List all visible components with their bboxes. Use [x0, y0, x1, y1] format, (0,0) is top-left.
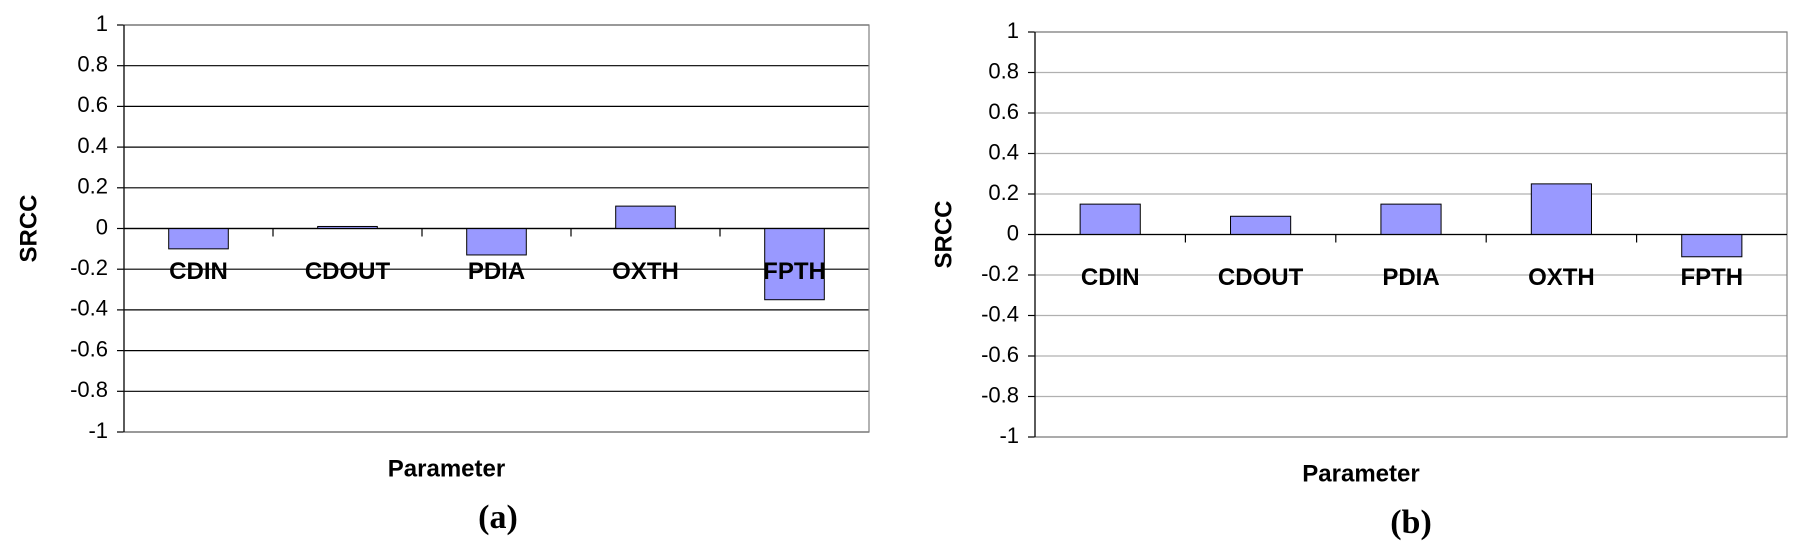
x-tick-label: CDOUT	[1218, 264, 1304, 291]
bar	[615, 205, 676, 230]
y-tick-label: 0.8	[988, 58, 1019, 83]
y-tick-label: -0.2	[70, 255, 108, 280]
x-tick-label: FPTH	[1680, 264, 1743, 291]
y-tick-label: 0.4	[988, 139, 1019, 164]
x-axis-label: Parameter	[388, 455, 505, 482]
y-tick-label: -0.8	[70, 377, 108, 402]
bar	[1380, 203, 1442, 235]
x-tick-label: CDIN	[169, 258, 228, 285]
x-tick-label: OXTH	[1528, 264, 1595, 291]
y-tick-label: 0.8	[77, 52, 108, 77]
y-tick-label: -0.4	[70, 296, 108, 321]
y-tick-label: -0.6	[70, 336, 108, 361]
y-tick-label: 1	[1007, 18, 1019, 43]
y-tick-label: 0.2	[77, 174, 108, 199]
bar	[764, 228, 825, 301]
x-tick-label: PDIA	[468, 258, 525, 285]
x-tick-label: FPTH	[763, 258, 826, 285]
bar	[1530, 183, 1592, 235]
caption: (b)	[1390, 504, 1432, 541]
y-tick-label: -1	[88, 418, 108, 443]
y-tick-label: 0	[1007, 220, 1019, 245]
y-tick-label: 0.2	[988, 180, 1019, 205]
bar	[168, 228, 229, 250]
y-tick-label: -0.2	[981, 261, 1019, 286]
bar	[1230, 215, 1292, 235]
caption: (a)	[478, 499, 518, 536]
x-tick-label: CDIN	[1081, 264, 1140, 291]
bar	[1681, 234, 1743, 258]
y-tick-label: -0.6	[981, 342, 1019, 367]
y-tick-label: 0.4	[77, 133, 108, 158]
y-axis-label: SRCC	[15, 194, 42, 262]
bar	[466, 228, 527, 256]
y-tick-label: 0.6	[77, 92, 108, 117]
x-tick-label: CDOUT	[305, 258, 391, 285]
x-axis-label: Parameter	[1302, 460, 1419, 487]
y-tick-label: -0.8	[981, 382, 1019, 407]
y-axis-label: SRCC	[930, 200, 957, 268]
y-tick-label: 1	[96, 11, 108, 36]
x-tick-label: OXTH	[612, 258, 679, 285]
x-tick-label: PDIA	[1382, 264, 1439, 291]
bar	[1079, 203, 1141, 235]
y-tick-label: 0.6	[988, 99, 1019, 124]
y-tick-label: -1	[999, 423, 1019, 448]
y-tick-label: -0.4	[981, 301, 1019, 326]
y-tick-label: 0	[96, 214, 108, 239]
